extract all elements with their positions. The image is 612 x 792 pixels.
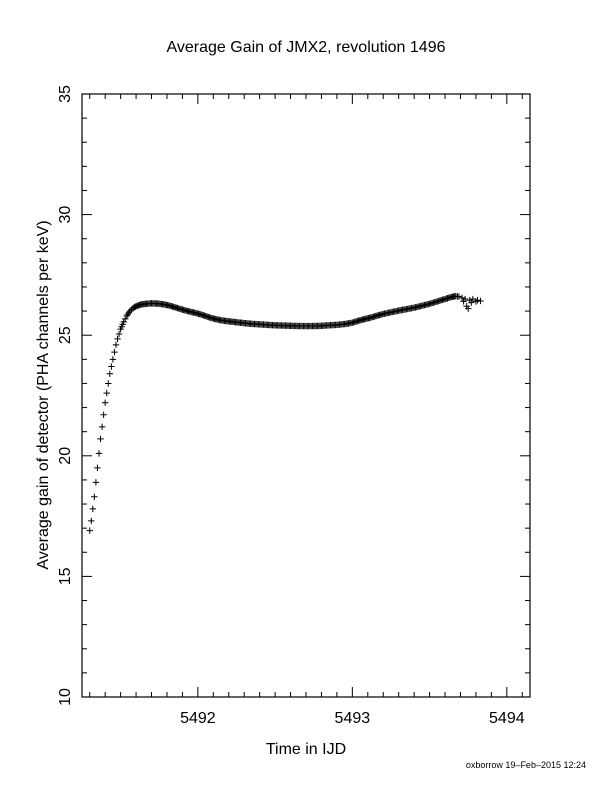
data-point (124, 311, 132, 318)
y-axis-label: Average gain of detector (PHA channels p… (35, 220, 52, 569)
x-tick-label: 5493 (335, 710, 371, 727)
data-point (97, 435, 104, 443)
data-point (474, 297, 481, 304)
data-point (126, 307, 134, 315)
data-point (105, 380, 112, 387)
data-point (108, 363, 115, 370)
x-axis-label: Time in IJD (266, 741, 346, 758)
data-point (106, 370, 114, 377)
data-point (100, 411, 107, 418)
data-series (86, 292, 484, 534)
y-tick-label: 35 (57, 85, 74, 103)
data-point (91, 493, 98, 501)
data-point (123, 312, 130, 320)
data-point (89, 505, 97, 513)
data-point (112, 341, 120, 349)
y-tick-label: 20 (57, 447, 74, 465)
data-point (477, 297, 484, 305)
data-point (455, 293, 463, 300)
plot-frame (81, 93, 531, 698)
y-tick-label: 30 (57, 206, 74, 224)
data-point (458, 294, 466, 302)
data-point (115, 330, 123, 338)
data-point (122, 315, 129, 323)
x-tick-label: 5492 (180, 710, 216, 727)
data-point (109, 356, 117, 363)
x-axis-ticks: 5492 5493 5494 (89, 94, 525, 727)
data-point (114, 335, 121, 343)
footer-credit: oxborrow 19–Feb–2015 12:24 (466, 760, 586, 770)
data-point (88, 517, 95, 525)
data-point (111, 348, 118, 356)
y-tick-label: 15 (57, 567, 74, 585)
y-tick-label: 10 (57, 688, 74, 706)
data-point (98, 423, 106, 431)
data-point (94, 464, 101, 472)
data-point (103, 389, 110, 397)
y-axis-ticks: 10 15 20 25 30 35 (57, 85, 530, 706)
data-point (468, 299, 475, 306)
data-point (101, 399, 109, 406)
chart-title: Average Gain of JMX2, revolution 1496 (167, 39, 446, 56)
data-point (86, 527, 93, 534)
x-tick-label: 5494 (489, 710, 525, 727)
data-point (465, 305, 472, 312)
data-point (120, 318, 127, 326)
y-tick-label: 25 (57, 326, 74, 344)
data-point (95, 450, 103, 457)
data-point (461, 295, 469, 303)
data-point (92, 479, 100, 486)
